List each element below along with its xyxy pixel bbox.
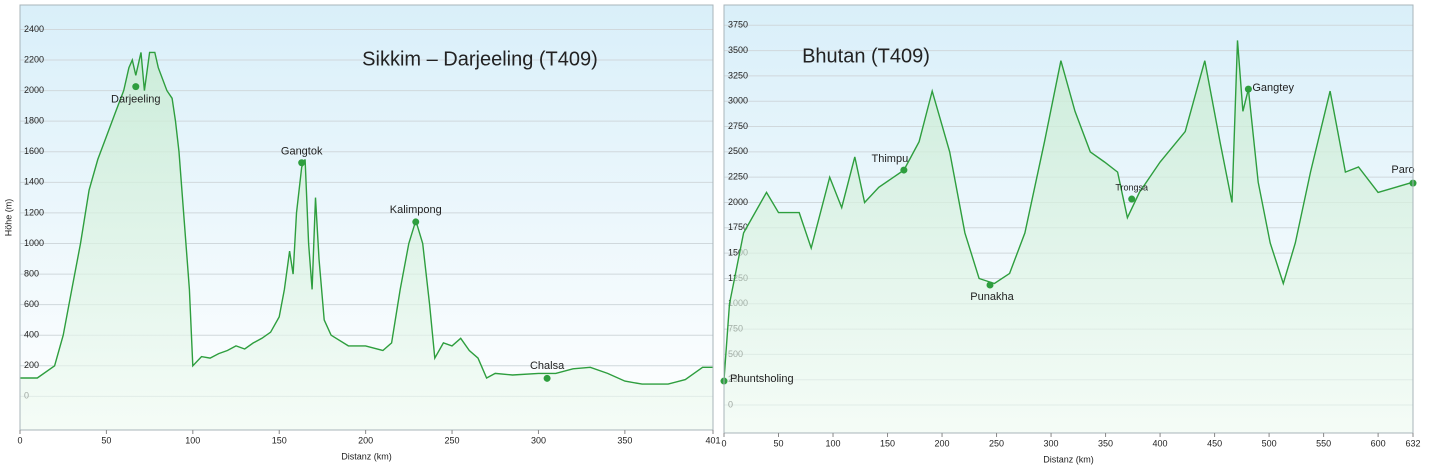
point-label: Phuntsholing <box>730 373 794 385</box>
point-label: Darjeeling <box>111 94 161 106</box>
x-tick-label: 250 <box>989 438 1004 448</box>
point-marker <box>298 159 306 167</box>
y-tick-label: 2000 <box>24 85 44 95</box>
plot-frame <box>19 4 714 431</box>
x-tick-label: 200 <box>358 435 373 445</box>
point-marker <box>1128 195 1136 203</box>
y-tick-label: 3750 <box>728 20 748 30</box>
y-tick-label: 1500 <box>728 248 748 258</box>
x-axis-label: Distanz (km) <box>341 451 392 461</box>
chart-title: Sikkim – Darjeeling (T409) <box>362 48 598 70</box>
point-label: Gangtok <box>281 146 323 158</box>
y-tick-label: 2000 <box>728 197 748 207</box>
y-tick-label: 1200 <box>24 207 44 217</box>
x-tick-label: 300 <box>531 435 546 445</box>
x-tick-label: 150 <box>880 438 895 448</box>
point-label: Paro <box>1391 164 1414 176</box>
y-tick-label: 200 <box>24 360 39 370</box>
plot-frame <box>723 4 1414 434</box>
y-tick-label: 600 <box>24 299 39 309</box>
x-tick-label: 350 <box>617 435 632 445</box>
x-tick-label: 500 <box>1262 438 1277 448</box>
x-axis-label: Distanz (km) <box>1043 454 1094 464</box>
x-tick-label: 632 <box>1405 438 1420 448</box>
x-tick-label: 100 <box>185 435 200 445</box>
y-tick-label: 1000 <box>24 238 44 248</box>
point-marker <box>1244 85 1252 93</box>
point-marker <box>132 83 140 91</box>
x-tick-label: 600 <box>1371 438 1386 448</box>
chart-title: Bhutan (T409) <box>802 45 930 67</box>
y-tick-label: 2500 <box>728 146 748 156</box>
x-tick-label: 450 <box>1207 438 1222 448</box>
y-tick-label: 1750 <box>728 222 748 232</box>
point-label: Trongsa <box>1115 182 1148 192</box>
x-tick-label: 200 <box>935 438 950 448</box>
y-tick-label: 3250 <box>728 70 748 80</box>
x-tick-label: 0 <box>721 438 726 448</box>
x-tick-label: 250 <box>445 435 460 445</box>
y-axis-label: Höhe (m) <box>3 199 13 237</box>
x-tick-label: 550 <box>1316 438 1331 448</box>
y-tick-label: 1600 <box>24 146 44 156</box>
x-tick-label: 100 <box>826 438 841 448</box>
y-tick-label: 2750 <box>728 121 748 131</box>
y-tick-label: 3500 <box>728 45 748 55</box>
x-tick-label: 350 <box>1098 438 1113 448</box>
point-label: Kalimpong <box>390 204 442 216</box>
y-tick-label: 2250 <box>728 172 748 182</box>
point-label: Punakha <box>970 291 1014 303</box>
y-tick-label: 2400 <box>24 24 44 34</box>
point-label: Thimpu <box>872 153 909 165</box>
x-tick-label: 300 <box>1044 438 1059 448</box>
point-label: Chalsa <box>530 360 565 372</box>
profile-line <box>723 40 1414 380</box>
y-tick-label: 3000 <box>728 96 748 106</box>
point-marker <box>900 166 908 174</box>
y-tick-label: 2200 <box>24 54 44 64</box>
y-tick-label: 1400 <box>24 177 44 187</box>
point-marker <box>543 374 551 382</box>
x-tick-label: 401 <box>705 435 720 445</box>
point-label: Gangtey <box>1252 82 1294 94</box>
x-tick-label: 0 <box>17 435 22 445</box>
area-fill <box>724 40 1413 434</box>
area-fill <box>20 52 713 431</box>
y-tick-label: 400 <box>24 330 39 340</box>
profile-line <box>20 51 713 385</box>
y-tick-label: 800 <box>24 268 39 278</box>
x-tick-label: 400 <box>1153 438 1168 448</box>
x-tick-label: 150 <box>272 435 287 445</box>
y-tick-label: 1800 <box>24 116 44 126</box>
point-marker <box>412 218 420 226</box>
point-marker <box>986 281 994 289</box>
x-tick-label: 50 <box>101 435 111 445</box>
x-tick-label: 50 <box>774 438 784 448</box>
